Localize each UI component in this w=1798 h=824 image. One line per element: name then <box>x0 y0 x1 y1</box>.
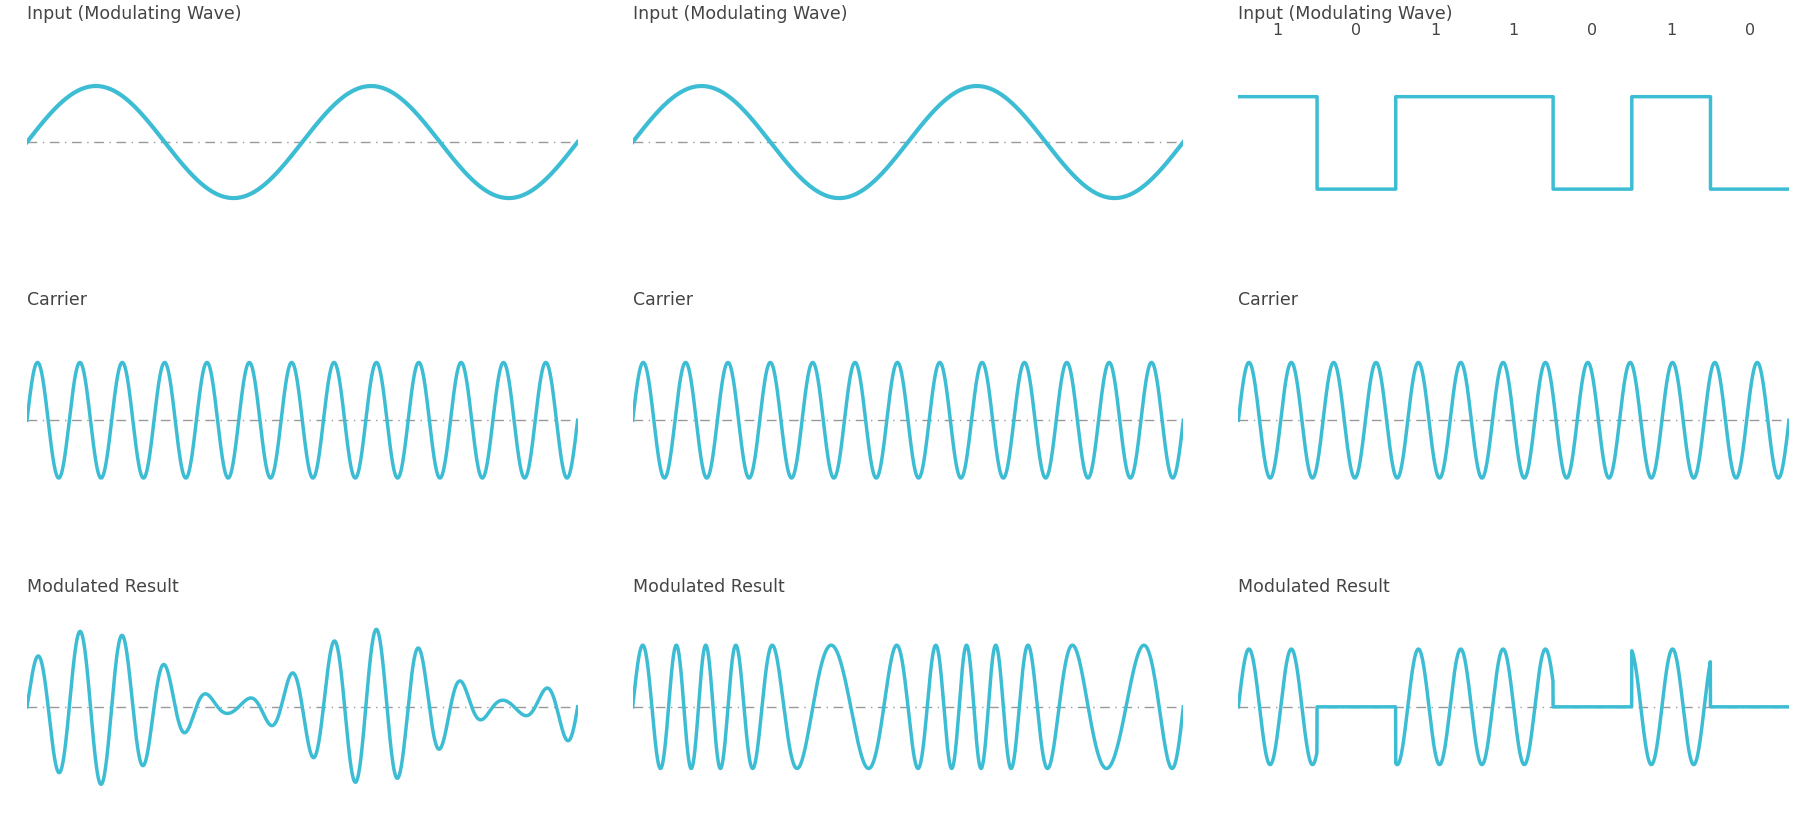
Text: 1: 1 <box>1667 22 1676 38</box>
Text: 1: 1 <box>1509 22 1519 38</box>
Text: Input (Modulating Wave): Input (Modulating Wave) <box>27 5 241 23</box>
Text: 0: 0 <box>1588 22 1597 38</box>
Text: 0: 0 <box>1744 22 1755 38</box>
Text: 0: 0 <box>1352 22 1361 38</box>
Text: Modulated Result: Modulated Result <box>1239 578 1390 596</box>
Text: 1: 1 <box>1273 22 1282 38</box>
Text: Carrier: Carrier <box>1239 292 1298 309</box>
Text: 1: 1 <box>1429 22 1440 38</box>
Text: Input (Modulating Wave): Input (Modulating Wave) <box>1239 5 1453 23</box>
Text: Carrier: Carrier <box>27 292 86 309</box>
Text: Carrier: Carrier <box>633 292 692 309</box>
Text: Modulated Result: Modulated Result <box>633 578 784 596</box>
Text: Modulated Result: Modulated Result <box>27 578 178 596</box>
Text: Input (Modulating Wave): Input (Modulating Wave) <box>633 5 847 23</box>
